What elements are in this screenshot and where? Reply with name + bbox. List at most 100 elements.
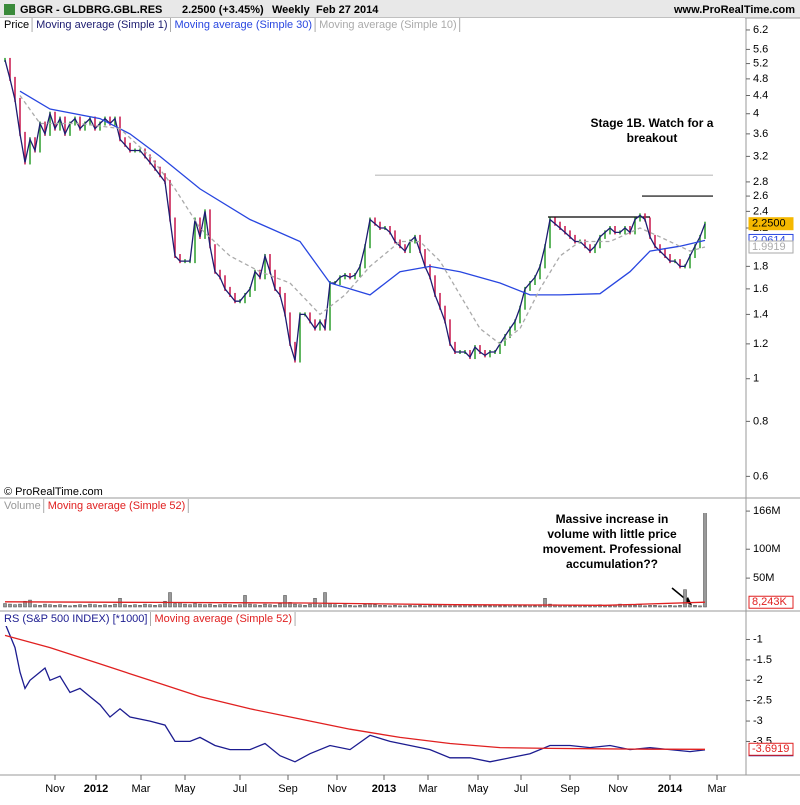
series-line [4,601,706,606]
x-tick-label: 2013 [372,783,396,795]
volume-bar [68,605,72,608]
volume-bar [43,603,47,608]
legend-entry: Moving average (Simple 52) [48,500,186,512]
volume-bar [643,605,647,608]
volume-bar [358,605,362,608]
volume-bar [143,603,147,608]
volume-bar [328,603,332,608]
volume-bar [493,605,497,608]
volume-bar [293,603,297,608]
volume-bar [103,604,107,608]
header-bar [0,0,800,18]
y-tick-label: -1 [753,633,763,645]
volume-bar [283,595,287,608]
volume-bar [28,599,32,608]
volume-bar [93,604,97,608]
legend-entry: Moving average (Simple 1) [36,19,167,31]
volume-bar [488,605,492,608]
volume-bar [653,605,657,608]
y-tick-label: 0.6 [753,470,768,482]
volume-bar [258,605,262,608]
volume-bar [483,605,487,608]
volume-bar [388,605,392,608]
volume-bar [378,605,382,608]
y-tick-label: 1.4 [753,308,768,320]
volume-bar [128,605,132,608]
volume-bar [403,605,407,608]
volume-bar [673,605,677,608]
volume-bar [173,603,177,608]
volume-bar [78,604,82,608]
y-tick-label: 0.8 [753,415,768,427]
series-line [4,622,706,763]
x-tick-label: Nov [608,783,628,795]
volume-bar [418,605,422,608]
volume-bar [658,605,662,608]
x-tick-label: Mar [419,783,438,795]
volume-bar [113,603,117,608]
volume-bar [333,604,337,608]
symbol: GBGR - GLDBRG.GBL.RES [20,4,162,16]
volume-bar [633,605,637,608]
last-value-box [748,217,794,231]
volume-bar [23,600,27,608]
volume-bar [628,605,632,608]
y-tick-label: 6.2 [753,24,768,36]
volume-bar [308,603,312,608]
date: Feb 27 2014 [316,4,379,16]
legend-entry: Moving average (Simple 30) [175,19,313,31]
y-tick-label: -1.5 [753,654,772,666]
volume-bar [318,604,322,608]
volume-bar [188,604,192,608]
y-tick-label: 3.2 [753,150,768,162]
volume-bar [703,509,707,608]
volume-bar [38,605,42,608]
annotation: accumulation?? [566,557,658,571]
volume-bar [443,605,447,608]
last-value-label: 2.2500 [752,218,786,230]
volume-bar [448,605,452,608]
volume-bar [468,605,472,608]
y-tick-label: 5.6 [753,43,768,55]
volume-bar [573,605,577,608]
last-value-box [748,595,794,609]
volume-bar [533,605,537,608]
volume-bar [453,605,457,608]
volume-bar [243,595,247,608]
volume-bar [253,604,257,608]
volume-bar [63,605,67,608]
volume-bar [688,604,692,608]
y-tick-label: -2.5 [753,695,772,707]
y-tick-label: 4.8 [753,73,768,85]
annotation: Massive increase in [556,512,669,526]
volume-bar [583,605,587,608]
volume-bar [518,605,522,608]
volume-bar [53,605,57,608]
volume-bar [383,605,387,608]
volume-bar [33,604,37,608]
x-tick-label: Jul [514,783,528,795]
volume-bar [98,605,102,608]
annotation: Stage 1B. Watch for a [591,116,714,130]
volume-bar [588,605,592,608]
volume-bar [203,604,207,608]
volume-bar [88,603,92,608]
volume-bar [228,604,232,608]
y-tick-label: 2.4 [753,205,768,217]
legend-entry: RS (S&P 500 INDEX) [*1000] [4,613,147,625]
y-tick-label: 1 [753,373,759,385]
volume-bar [408,605,412,608]
volume-bar [618,603,622,608]
volume-bar [238,604,242,608]
volume-bar [148,604,152,608]
series-line [19,90,706,296]
volume-bar [183,603,187,608]
y-tick-label: 2.6 [753,190,768,202]
volume-bar [693,605,697,608]
legend-bg [0,612,745,626]
volume-bar [353,605,357,608]
last-value-label: 1.9919 [752,241,786,253]
annotation: breakout [627,131,678,145]
